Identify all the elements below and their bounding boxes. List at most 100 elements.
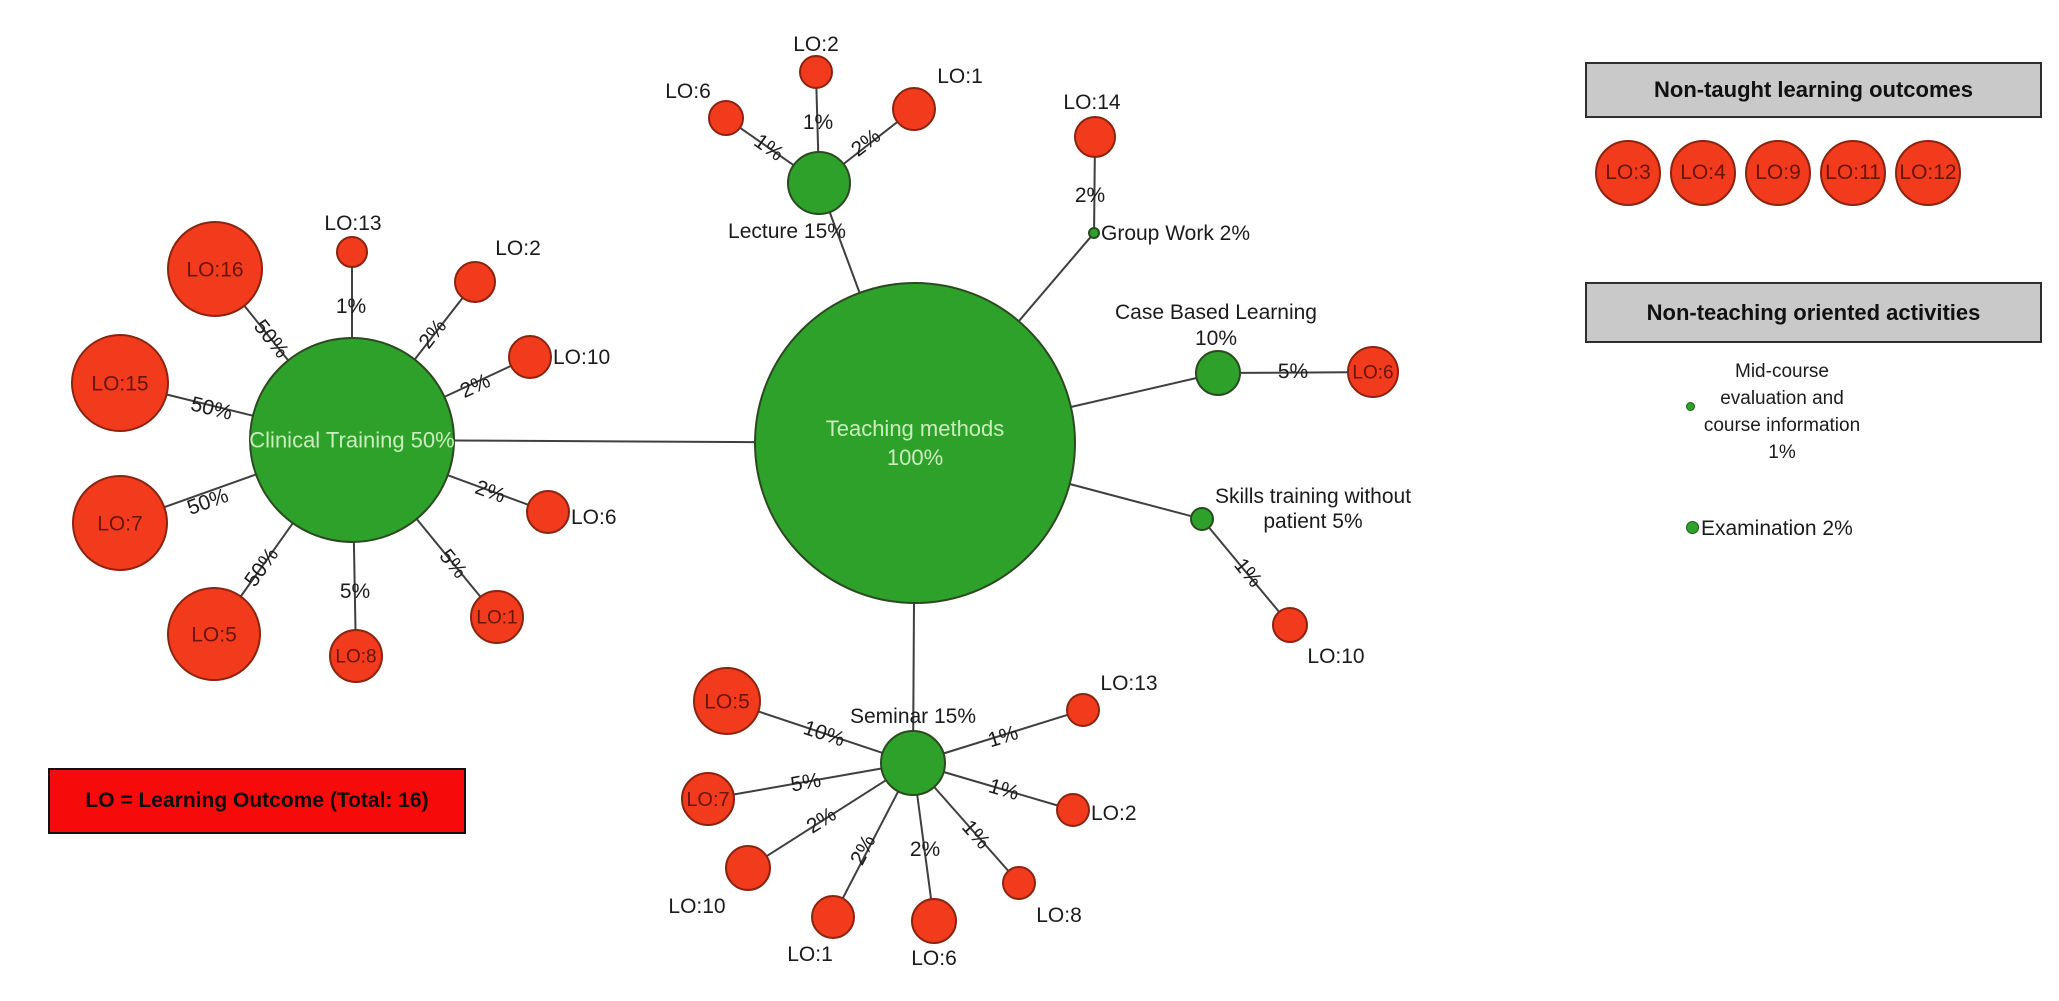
label-ct-lo16: LO:16: [186, 258, 243, 281]
label-skills-training: patient 5%: [1263, 510, 1362, 533]
node-cbl-lo6: [1347, 346, 1399, 398]
node-ct-lo8: [329, 629, 383, 683]
non-teaching-header: Non-teaching oriented activities: [1585, 282, 2042, 343]
edge-label-clinical-training--ct-lo7: 50%: [184, 484, 231, 520]
edge-seminar--sem-lo10: [766, 779, 887, 858]
edge-label-clinical-training--ct-lo13: 1%: [336, 295, 366, 318]
label-ct-lo10: LO:10: [553, 346, 610, 369]
label-clinical-training: Clinical Training 50%: [249, 428, 454, 453]
edge-label-clinical-training--ct-lo8: 5%: [340, 580, 370, 603]
label-lec-lo6: LO:6: [665, 80, 711, 103]
node-lec-lo6: [708, 100, 744, 136]
edge-seminar--sem-lo8: [933, 786, 1010, 872]
edge-seminar--sem-lo1: [841, 790, 900, 899]
node-lecture: [787, 151, 851, 215]
edge-label-clinical-training--ct-lo6: 2%: [472, 476, 508, 508]
node-clinical-training: [249, 337, 455, 543]
edge-label-seminar--sem-lo7: 5%: [789, 769, 823, 797]
node-lec-lo2: [799, 55, 833, 89]
node-sem-lo8: [1002, 866, 1036, 900]
edge-seminar--sem-lo7: [733, 767, 882, 796]
node-lec-lo1: [892, 87, 936, 131]
edge-seminar--sem-lo6: [916, 794, 933, 900]
edge-case-based-learning--cbl-lo6: [1239, 371, 1349, 374]
edge-clinical-training--ct-lo5: [239, 522, 294, 598]
label-cbl-lo6: LO:6: [1352, 363, 1393, 384]
label-ct-lo8: LO:8: [335, 647, 376, 668]
label-ct-lo1: LO:1: [476, 608, 517, 629]
label-lecture: Lecture 15%: [728, 220, 846, 243]
label-lec-lo2: LO:2: [793, 33, 839, 56]
label-seminar: Seminar 15%: [850, 705, 976, 728]
node-ct-lo1: [470, 590, 524, 644]
node-ct-lo13: [336, 236, 368, 268]
mid-course-line: Mid-course: [1735, 361, 1829, 382]
edge-clinical-training--ct-lo8: [352, 541, 357, 631]
edge-lecture--lec-lo1: [842, 121, 899, 165]
edge-skills-training--sk-lo10: [1208, 526, 1280, 613]
label-sem-lo13: LO:13: [1100, 672, 1157, 695]
edge-teaching-methods--skills-training: [1069, 483, 1192, 518]
node-sem-lo7: [681, 772, 735, 826]
edge-teaching-methods--clinical-training: [453, 439, 756, 444]
non-taught-lo-4: LO:4: [1670, 140, 1736, 206]
edge-teaching-methods--group-work: [1018, 236, 1092, 322]
edge-group-work--gw-lo14: [1093, 156, 1096, 229]
label-skills-training: Skills training without: [1215, 485, 1411, 508]
node-ct-lo7: [72, 475, 168, 571]
label-ct-lo15: LO:15: [91, 372, 148, 395]
edge-label-case-based-learning--cbl-lo6: 5%: [1278, 360, 1309, 383]
edge-label-clinical-training--ct-lo15: 50%: [188, 393, 234, 425]
edge-teaching-methods--case-based-learning: [1070, 377, 1197, 408]
label-ct-lo5: LO:5: [191, 623, 237, 646]
node-sem-lo1: [811, 895, 855, 939]
node-ct-lo6: [526, 490, 570, 534]
label-ct-lo2: LO:2: [495, 237, 541, 260]
non-taught-lo-12: LO:12: [1895, 140, 1961, 206]
label-ct-lo7: LO:7: [97, 512, 143, 535]
edge-label-clinical-training--ct-lo10: 2%: [457, 369, 494, 403]
edge-clinical-training--ct-lo1: [415, 518, 482, 598]
edge-clinical-training--ct-lo6: [447, 474, 529, 506]
non-taught-title: Non-taught learning outcomes: [1654, 77, 1973, 102]
edge-seminar--sem-lo5: [757, 710, 883, 754]
label-case-based-learning: 10%: [1195, 327, 1237, 350]
edge-label-seminar--sem-lo5: 10%: [800, 716, 847, 751]
label-lec-lo1: LO:1: [937, 65, 983, 88]
node-ct-lo10: [508, 335, 552, 379]
edge-seminar--sem-lo13: [943, 713, 1068, 755]
edge-label-group-work--gw-lo14: 2%: [1075, 184, 1105, 207]
mid-course-line: evaluation and: [1720, 388, 1844, 409]
node-group-work: [1088, 227, 1100, 239]
node-sem-lo6: [911, 898, 957, 944]
label-sem-lo5: LO:5: [704, 690, 750, 713]
examination-dot: [1686, 521, 1699, 534]
node-seminar: [880, 730, 946, 796]
mid-course-dot: [1686, 402, 1695, 411]
label-sem-lo6: LO:6: [911, 947, 957, 970]
edge-clinical-training--ct-lo16: [243, 305, 289, 362]
node-sk-lo10: [1272, 607, 1308, 643]
label-case-based-learning: Case Based Learning: [1115, 301, 1317, 324]
edge-clinical-training--ct-lo15: [166, 393, 254, 417]
label-sem-lo1: LO:1: [787, 943, 833, 966]
examination-label: Examination 2%: [1701, 517, 1853, 540]
label-ct-lo13: LO:13: [324, 212, 381, 235]
edge-label-lecture--lec-lo2: 1%: [803, 111, 833, 134]
non-taught-lo-11: LO:11: [1820, 140, 1886, 206]
node-ct-lo2: [454, 261, 496, 303]
edge-label-lecture--lec-lo6: 1%: [750, 130, 788, 166]
label-group-work: Group Work 2%: [1101, 222, 1250, 245]
non-taught-circles: LO:3 LO:4 LO:9 LO:11 LO:12: [1595, 140, 1961, 206]
edge-seminar--sem-lo2: [943, 771, 1058, 807]
node-gw-lo14: [1074, 116, 1116, 158]
legend-box: LO = Learning Outcome (Total: 16): [48, 768, 466, 834]
node-ct-lo5: [167, 587, 261, 681]
non-taught-lo-3: LO:3: [1595, 140, 1661, 206]
node-case-based-learning: [1195, 350, 1241, 396]
edge-label-seminar--sem-lo6: 2%: [910, 838, 940, 861]
node-sem-lo2: [1056, 793, 1090, 827]
label-teaching-methods: Teaching methods: [826, 416, 1005, 441]
edge-clinical-training--ct-lo2: [413, 297, 464, 361]
